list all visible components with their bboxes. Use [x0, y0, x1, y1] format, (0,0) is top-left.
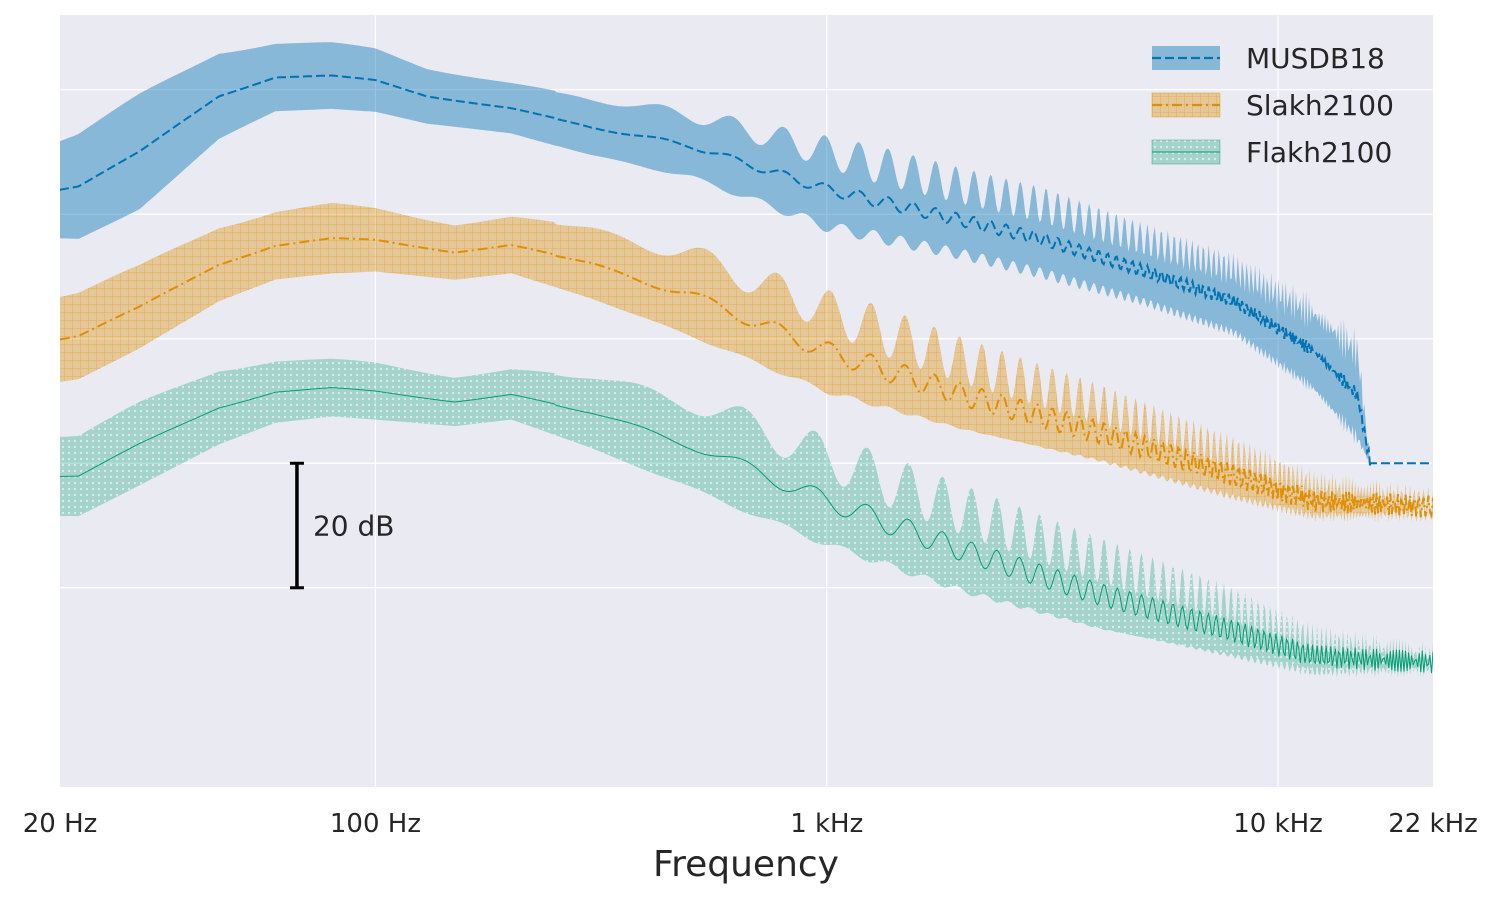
x-axis-ticks: 20 Hz 100 Hz 1 kHz 10 kHz 22 kHz	[23, 809, 1478, 839]
line-flakh2100	[60, 387, 1433, 674]
scale-bar: 20 dB	[289, 461, 395, 590]
x-tick-label: 100 Hz	[330, 809, 421, 839]
scale-bar-label: 20 dB	[313, 510, 395, 543]
line-musdb18	[60, 74, 1433, 468]
legend-label-slakh2100: Slakh2100	[1246, 89, 1394, 122]
line-slakh2100	[60, 237, 1433, 519]
series-layer	[60, 42, 1433, 678]
x-tick-label: 20 Hz	[23, 809, 98, 839]
legend: MUSDB18 Slakh2100 Flakh2100	[1151, 42, 1394, 169]
band-slakh2100	[60, 203, 1433, 522]
x-tick-label: 1 kHz	[790, 809, 863, 839]
legend-label-flakh2100: Flakh2100	[1246, 136, 1392, 169]
band-flakh2100	[60, 358, 1433, 678]
x-tick-label: 22 kHz	[1388, 809, 1478, 839]
x-axis-title: Frequency	[653, 844, 839, 885]
legend-label-musdb18: MUSDB18	[1246, 42, 1385, 75]
x-tick-label: 10 kHz	[1233, 809, 1323, 839]
